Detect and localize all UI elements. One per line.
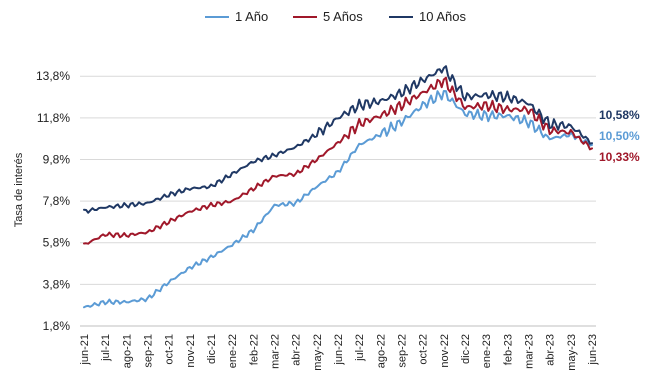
x-axis-ticks: jun-21 jul-21 ago-21 sep-21 oct-21 nov-21 dic-…	[79, 334, 599, 371]
y-tick-label: 13,8%	[36, 69, 70, 83]
gridlines	[80, 75, 596, 327]
y-axis-label: Tasa de interés	[13, 152, 25, 227]
x-tick-label: nov-22	[439, 334, 451, 368]
legend-entry: 1 Año	[235, 9, 268, 24]
end-value-label: 10,50%	[599, 129, 640, 143]
x-tick-label: sep-22	[397, 334, 409, 368]
x-tick-label: feb-22	[248, 334, 260, 365]
y-tick-label: 1,8%	[43, 319, 71, 333]
end-value-label: 10,33%	[599, 150, 640, 164]
x-tick-label: dic-21	[206, 334, 218, 364]
y-tick-label: 7,8%	[43, 194, 71, 208]
x-tick-label: oct-22	[418, 334, 430, 365]
legend-entry: 5 Años	[323, 9, 363, 24]
x-tick-label: oct-21	[164, 334, 176, 365]
legend: 1 Año 5 Años 10 Años	[205, 9, 466, 24]
series-lines	[83, 65, 593, 309]
y-axis-ticks: 1,8% 3,8% 5,8% 7,8% 9,8% 11,8% 13,8%	[36, 69, 70, 333]
x-tick-label: mar-22	[270, 334, 282, 369]
x-tick-label: jun-22	[333, 334, 345, 366]
y-tick-label: 3,8%	[43, 277, 71, 291]
x-tick-label: may-23	[566, 334, 578, 371]
x-tick-label: jul-22	[354, 334, 366, 362]
x-tick-label: ago-22	[375, 334, 387, 368]
x-tick-label: ago-21	[121, 334, 133, 368]
y-tick-label: 11,8%	[37, 111, 70, 125]
y-tick-label: 5,8%	[43, 236, 71, 250]
end-value-label: 10,58%	[599, 108, 640, 122]
y-tick-label: 9,8%	[43, 152, 71, 166]
x-tick-label: feb-23	[502, 334, 514, 365]
x-tick-label: jun-21	[79, 334, 91, 366]
x-tick-label: mar-23	[524, 334, 536, 369]
x-tick-label: jun-23	[587, 334, 599, 366]
x-tick-label: jul-21	[100, 334, 112, 362]
x-tick-label: may-22	[312, 334, 324, 371]
x-tick-label: dic-22	[460, 334, 472, 364]
legend-entry: 10 Años	[419, 9, 466, 24]
series-line-1	[83, 90, 593, 309]
x-tick-label: ene-23	[481, 334, 493, 368]
series-line-2	[83, 76, 593, 245]
x-tick-label: abr-22	[291, 334, 303, 366]
x-tick-label: nov-21	[185, 334, 197, 368]
end-labels: 10,50% 10,33% 10,58%	[599, 108, 640, 164]
x-tick-label: sep-21	[143, 334, 155, 368]
x-tick-label: ene-22	[227, 334, 239, 368]
x-tick-label: abr-23	[545, 334, 557, 366]
series-line-3	[83, 65, 593, 214]
